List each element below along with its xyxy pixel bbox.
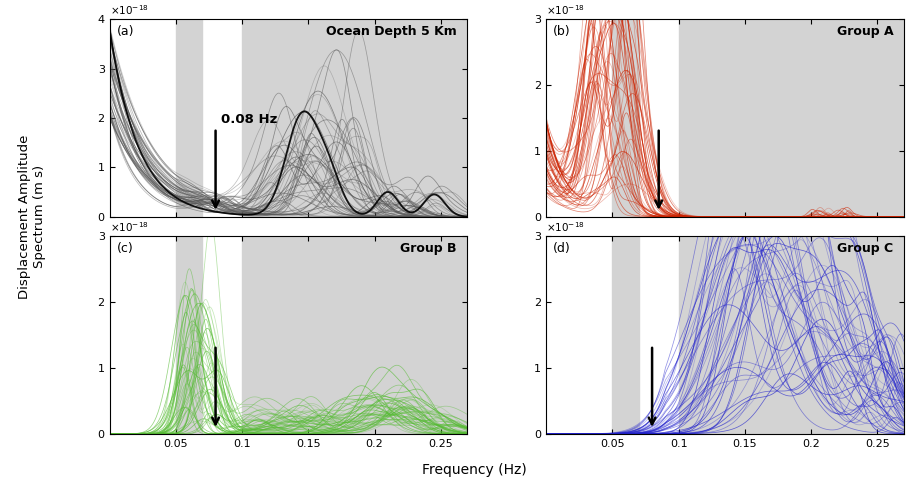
Text: 0.08 Hz: 0.08 Hz bbox=[221, 113, 278, 126]
Text: $\times10^{-18}$: $\times10^{-18}$ bbox=[546, 221, 585, 234]
Bar bbox=[678, 236, 904, 434]
Bar bbox=[176, 236, 203, 434]
Bar bbox=[242, 19, 467, 217]
Bar bbox=[242, 236, 467, 434]
Text: Frequency (Hz): Frequency (Hz) bbox=[423, 463, 527, 477]
Text: Group C: Group C bbox=[837, 242, 893, 255]
Bar bbox=[613, 19, 639, 217]
Text: $\times10^{-18}$: $\times10^{-18}$ bbox=[110, 3, 149, 17]
Text: $\times10^{-18}$: $\times10^{-18}$ bbox=[546, 3, 585, 17]
Text: Displacement Amplitude
Spectrum (m s): Displacement Amplitude Spectrum (m s) bbox=[18, 134, 46, 299]
Text: $\times10^{-18}$: $\times10^{-18}$ bbox=[110, 221, 149, 234]
Text: (b): (b) bbox=[553, 25, 571, 38]
Text: (a): (a) bbox=[117, 25, 134, 38]
Text: Ocean Depth 5 Km: Ocean Depth 5 Km bbox=[326, 25, 456, 38]
Bar bbox=[613, 236, 639, 434]
Text: (c): (c) bbox=[117, 242, 133, 255]
Bar bbox=[176, 19, 203, 217]
Text: Group A: Group A bbox=[836, 25, 893, 38]
Bar bbox=[678, 19, 904, 217]
Text: Group B: Group B bbox=[400, 242, 456, 255]
Text: (d): (d) bbox=[553, 242, 571, 255]
